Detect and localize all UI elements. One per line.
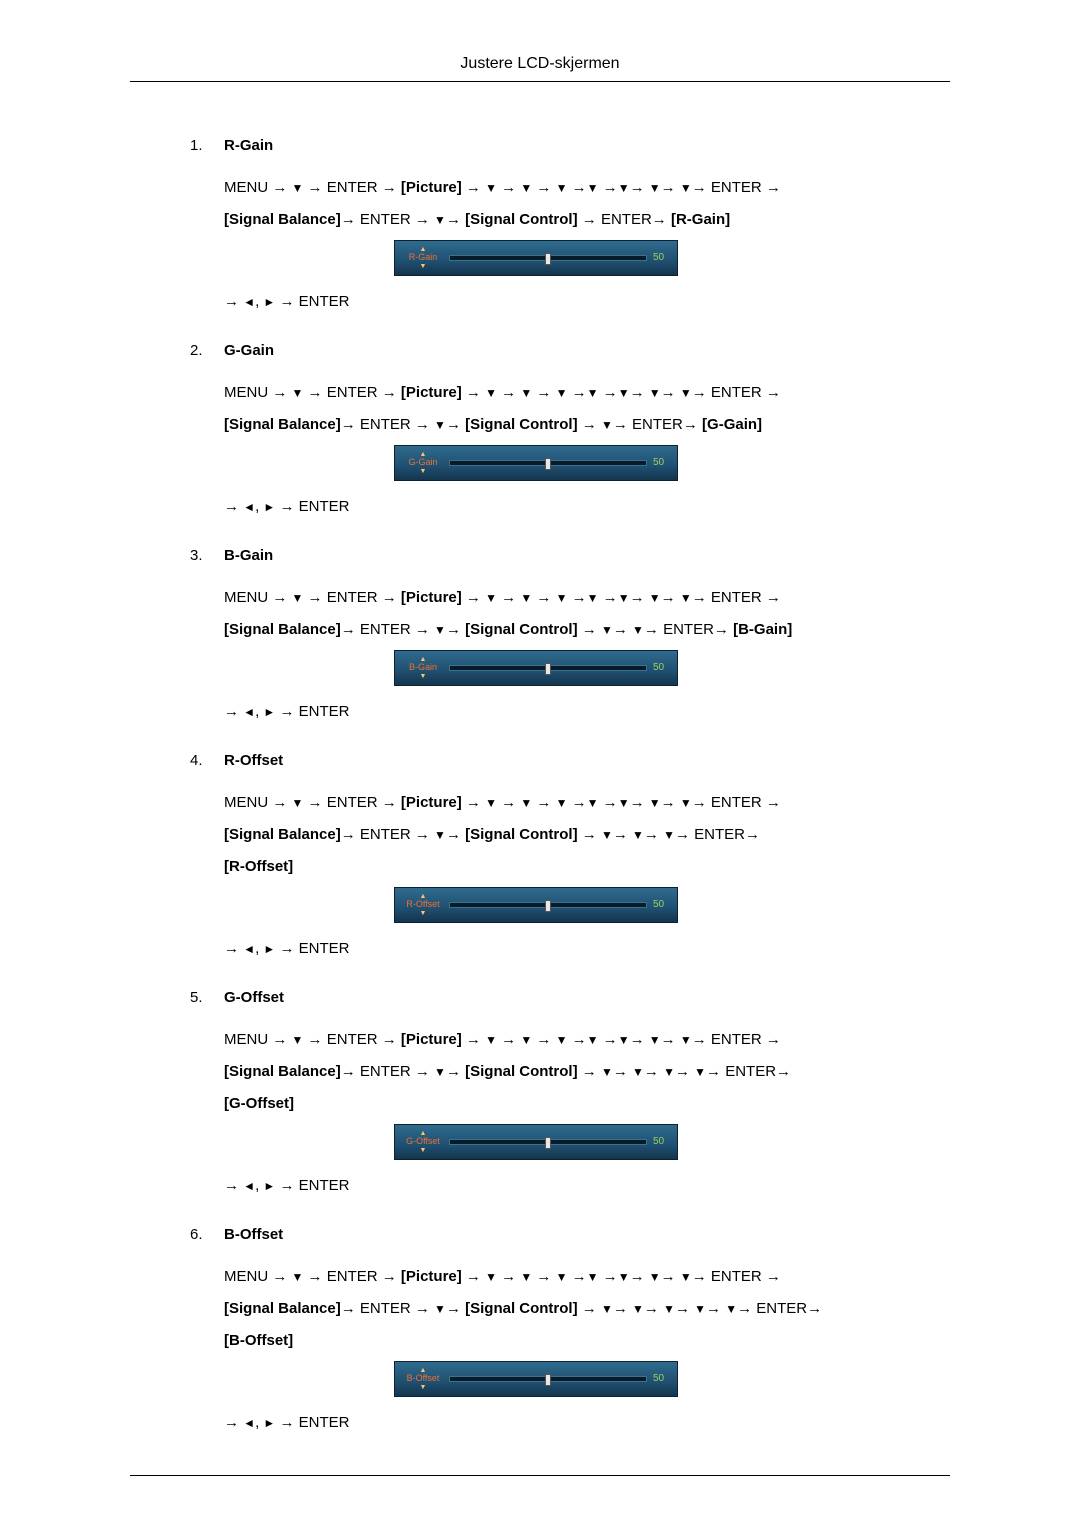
item-title: G-Gain: [224, 342, 274, 359]
item-body: MENU → ▼ → ENTER → [Picture] → ▼ → ▼ → ▼…: [224, 1028, 950, 1198]
osd-slider: ▲ B-Offset ▼ 50: [394, 1361, 678, 1397]
osd-slider: ▲ G-Gain ▼ 50: [394, 445, 678, 481]
item-heading: 1. R-Gain: [190, 137, 950, 154]
settings-list: 1. R-Gain MENU → ▼ → ENTER → [Picture] →…: [190, 137, 950, 1435]
page-title: Justere LCD-skjermen: [130, 55, 950, 82]
nav-trail: → ◄, ► → ENTER: [224, 937, 950, 961]
list-item: 1. R-Gain MENU → ▼ → ENTER → [Picture] →…: [190, 137, 950, 314]
osd-value: 50: [653, 250, 669, 266]
nav-trail: → ◄, ► → ENTER: [224, 290, 950, 314]
osd-label: ▲ R-Gain ▼: [403, 246, 443, 270]
osd-thumb: [545, 458, 551, 470]
nav-line-2: [Signal Balance]→ ENTER → ▼→ [Signal Con…: [224, 208, 950, 232]
list-item: 3. B-Gain MENU → ▼ → ENTER → [Picture] →…: [190, 547, 950, 724]
nav-trail: → ◄, ► → ENTER: [224, 1411, 950, 1435]
osd-label: ▲ R-Offset ▼: [403, 893, 443, 917]
osd-slider: ▲ B-Gain ▼ 50: [394, 650, 678, 686]
osd-thumb: [545, 900, 551, 912]
item-number: 6.: [190, 1226, 224, 1243]
osd-value: 50: [653, 455, 669, 471]
item-body: MENU → ▼ → ENTER → [Picture] → ▼ → ▼ → ▼…: [224, 381, 950, 519]
osd-track: [449, 902, 647, 908]
osd-thumb: [545, 253, 551, 265]
item-heading: 5. G-Offset: [190, 989, 950, 1006]
osd-track: [449, 1376, 647, 1382]
item-body: MENU → ▼ → ENTER → [Picture] → ▼ → ▼ → ▼…: [224, 176, 950, 314]
item-body: MENU → ▼ → ENTER → [Picture] → ▼ → ▼ → ▼…: [224, 586, 950, 724]
osd-thumb: [545, 663, 551, 675]
nav-line-2: [Signal Balance]→ ENTER → ▼→ [Signal Con…: [224, 1297, 950, 1321]
item-number: 2.: [190, 342, 224, 359]
nav-line-3: [R-Offset]: [224, 855, 950, 879]
osd-value: 50: [653, 897, 669, 913]
item-title: B-Offset: [224, 1226, 283, 1243]
nav-line-3: [G-Offset]: [224, 1092, 950, 1116]
item-heading: 4. R-Offset: [190, 752, 950, 769]
item-number: 4.: [190, 752, 224, 769]
item-number: 1.: [190, 137, 224, 154]
nav-line-1: MENU → ▼ → ENTER → [Picture] → ▼ → ▼ → ▼…: [224, 381, 950, 405]
osd-value: 50: [653, 1134, 669, 1150]
nav-line-1: MENU → ▼ → ENTER → [Picture] → ▼ → ▼ → ▼…: [224, 586, 950, 610]
osd-thumb: [545, 1137, 551, 1149]
document-page: Justere LCD-skjermen 1. R-Gain MENU → ▼ …: [0, 0, 1080, 1516]
nav-line-3: [B-Offset]: [224, 1329, 950, 1353]
nav-line-2: [Signal Balance]→ ENTER → ▼→ [Signal Con…: [224, 413, 950, 437]
nav-trail: → ◄, ► → ENTER: [224, 700, 950, 724]
list-item: 2. G-Gain MENU → ▼ → ENTER → [Picture] →…: [190, 342, 950, 519]
footer-rule: [130, 1475, 950, 1476]
list-item: 6. B-Offset MENU → ▼ → ENTER → [Picture]…: [190, 1226, 950, 1435]
nav-line-1: MENU → ▼ → ENTER → [Picture] → ▼ → ▼ → ▼…: [224, 1028, 950, 1052]
osd-value: 50: [653, 660, 669, 676]
item-number: 3.: [190, 547, 224, 564]
osd-thumb: [545, 1374, 551, 1386]
nav-line-2: [Signal Balance]→ ENTER → ▼→ [Signal Con…: [224, 618, 950, 642]
osd-track: [449, 665, 647, 671]
nav-line-1: MENU → ▼ → ENTER → [Picture] → ▼ → ▼ → ▼…: [224, 176, 950, 200]
nav-trail: → ◄, ► → ENTER: [224, 495, 950, 519]
osd-label: ▲ B-Gain ▼: [403, 656, 443, 680]
osd-slider: ▲ R-Gain ▼ 50: [394, 240, 678, 276]
nav-line-1: MENU → ▼ → ENTER → [Picture] → ▼ → ▼ → ▼…: [224, 791, 950, 815]
osd-track: [449, 1139, 647, 1145]
osd-label: ▲ B-Offset ▼: [403, 1367, 443, 1391]
nav-line-2: [Signal Balance]→ ENTER → ▼→ [Signal Con…: [224, 1060, 950, 1084]
osd-label: ▲ G-Gain ▼: [403, 451, 443, 475]
osd-track: [449, 460, 647, 466]
list-item: 4. R-Offset MENU → ▼ → ENTER → [Picture]…: [190, 752, 950, 961]
osd-slider: ▲ R-Offset ▼ 50: [394, 887, 678, 923]
osd-label: ▲ G-Offset ▼: [403, 1130, 443, 1154]
item-title: B-Gain: [224, 547, 273, 564]
item-body: MENU → ▼ → ENTER → [Picture] → ▼ → ▼ → ▼…: [224, 791, 950, 961]
osd-slider: ▲ G-Offset ▼ 50: [394, 1124, 678, 1160]
item-title: R-Gain: [224, 137, 273, 154]
nav-line-2: [Signal Balance]→ ENTER → ▼→ [Signal Con…: [224, 823, 950, 847]
item-title: G-Offset: [224, 989, 284, 1006]
item-heading: 6. B-Offset: [190, 1226, 950, 1243]
item-body: MENU → ▼ → ENTER → [Picture] → ▼ → ▼ → ▼…: [224, 1265, 950, 1435]
osd-track: [449, 255, 647, 261]
nav-line-1: MENU → ▼ → ENTER → [Picture] → ▼ → ▼ → ▼…: [224, 1265, 950, 1289]
item-heading: 3. B-Gain: [190, 547, 950, 564]
item-number: 5.: [190, 989, 224, 1006]
list-item: 5. G-Offset MENU → ▼ → ENTER → [Picture]…: [190, 989, 950, 1198]
osd-value: 50: [653, 1371, 669, 1387]
item-title: R-Offset: [224, 752, 283, 769]
item-heading: 2. G-Gain: [190, 342, 950, 359]
nav-trail: → ◄, ► → ENTER: [224, 1174, 950, 1198]
